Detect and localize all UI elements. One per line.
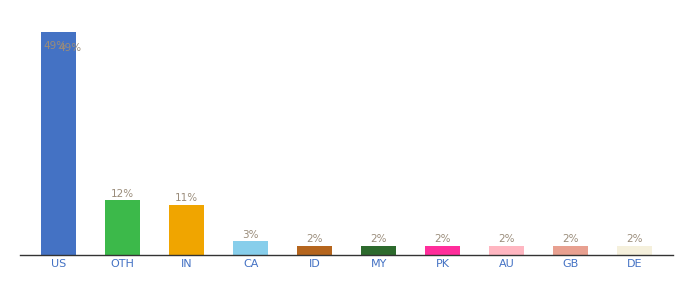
Text: 2%: 2%	[626, 234, 643, 244]
Text: 2%: 2%	[435, 234, 451, 244]
Bar	[617, 246, 652, 255]
Bar	[233, 241, 269, 255]
Bar	[169, 205, 205, 255]
Text: 3%: 3%	[243, 230, 259, 239]
Text: 2%: 2%	[498, 234, 515, 244]
Bar	[554, 246, 588, 255]
Bar	[425, 246, 460, 255]
Bar	[105, 200, 140, 255]
Text: 49%: 49%	[58, 43, 82, 53]
Bar	[489, 246, 524, 255]
Bar	[361, 246, 396, 255]
Bar	[41, 32, 76, 255]
Text: 2%: 2%	[562, 234, 579, 244]
Text: 2%: 2%	[371, 234, 387, 244]
Text: 11%: 11%	[175, 193, 199, 203]
Text: 12%: 12%	[112, 188, 135, 199]
Text: 49%: 49%	[44, 41, 67, 51]
Text: 2%: 2%	[307, 234, 323, 244]
Bar	[297, 246, 333, 255]
